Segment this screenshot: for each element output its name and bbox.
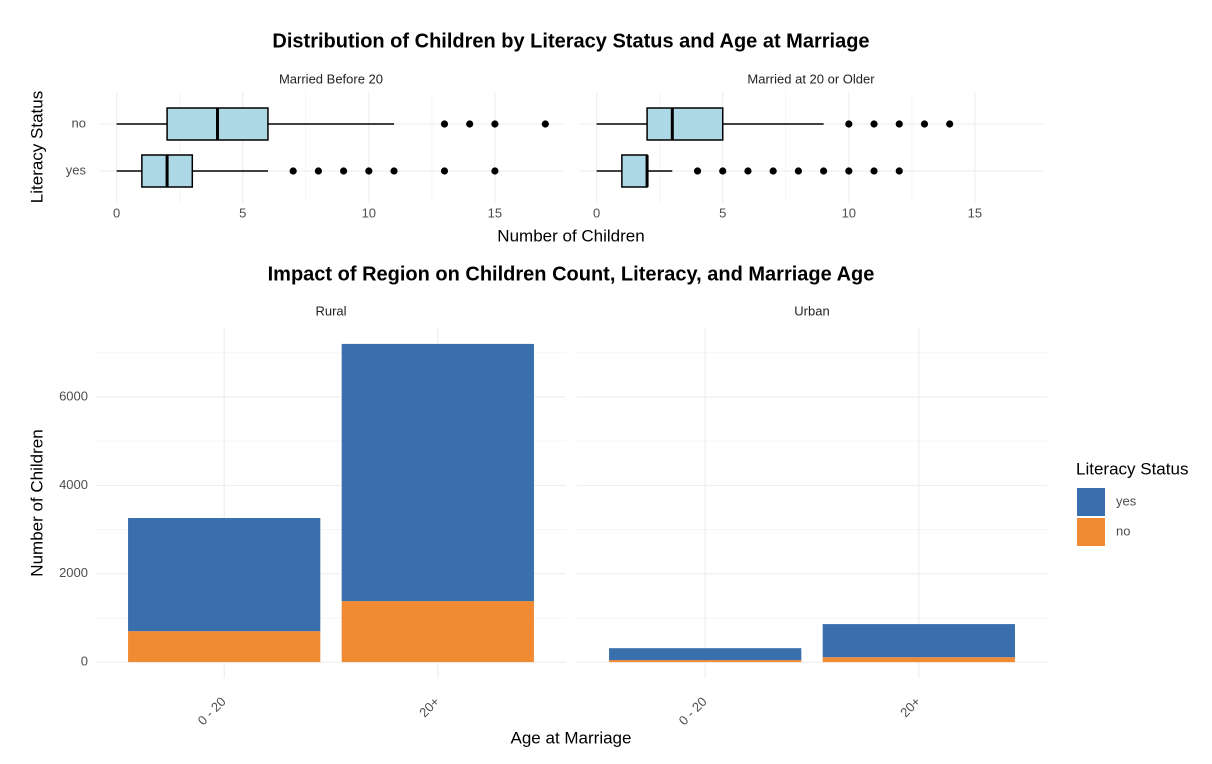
outlier [719,167,727,175]
outlier [314,167,322,175]
outlier [794,167,802,175]
x-tick-label: 0 - 20 [676,694,710,728]
bar [128,631,321,663]
legend-title: Literacy Status [1076,459,1188,478]
y-tick-label: 2000 [59,565,88,580]
x-tick-label: 20+ [897,694,923,720]
legend-swatch [1077,518,1105,546]
x-tick-label: 20+ [416,694,442,720]
outlier [895,120,903,128]
x-tick-label: 0 - 20 [195,694,229,728]
facet-label: Rural [315,303,346,318]
legend-label: no [1116,523,1130,538]
bar [822,624,1015,658]
outlier [365,167,373,175]
x-tick-label: 0 [113,205,120,220]
y-tick-label: 0 [81,654,88,669]
outlier [541,120,549,128]
outlier [491,167,499,175]
x-tick-label: 10 [842,205,856,220]
outlier [946,120,954,128]
legend-label: yes [1116,493,1137,508]
outlier [289,167,297,175]
outlier [693,167,702,175]
chart-title: Distribution of Children by Literacy Sta… [272,30,869,52]
outlier [870,167,878,175]
outlier [390,167,398,175]
outlier [744,167,752,175]
outlier [440,120,449,128]
outlier [820,167,828,175]
x-tick-label: 0 [593,205,600,220]
box [646,107,724,141]
y-tick-label: no [72,115,86,130]
outlier [769,167,777,175]
x-tick-label: 5 [239,205,246,220]
x-axis-title: Age at Marriage [511,728,632,747]
y-axis-title: Number of Children [27,429,46,576]
outlier [920,120,929,128]
y-tick-label: 6000 [59,388,88,403]
y-axis-title: Literacy Status [27,91,46,203]
facet-label: Married Before 20 [279,71,383,86]
outlier [491,120,499,128]
bar [128,518,321,632]
bar [341,601,534,663]
facet-label: Urban [794,303,829,318]
bar [341,343,534,602]
bar [609,660,802,663]
outlier [340,167,348,175]
y-tick-label: 4000 [59,477,88,492]
x-tick-label: 10 [362,205,376,220]
outlier [895,167,903,175]
x-axis-title: Number of Children [497,226,644,245]
facet-label: Married at 20 or Older [747,71,875,86]
x-tick-label: 15 [488,205,502,220]
outlier [845,167,853,175]
outlier [466,120,474,128]
outlier [870,120,878,128]
x-tick-label: 15 [968,205,982,220]
bar [609,648,802,661]
y-tick-label: yes [66,162,87,177]
outlier [845,120,853,128]
legend-swatch [1077,488,1105,516]
bar [822,657,1015,663]
x-tick-label: 5 [719,205,726,220]
chart-title: Impact of Region on Children Count, Lite… [268,263,875,285]
box [621,154,648,188]
outlier [440,167,449,175]
